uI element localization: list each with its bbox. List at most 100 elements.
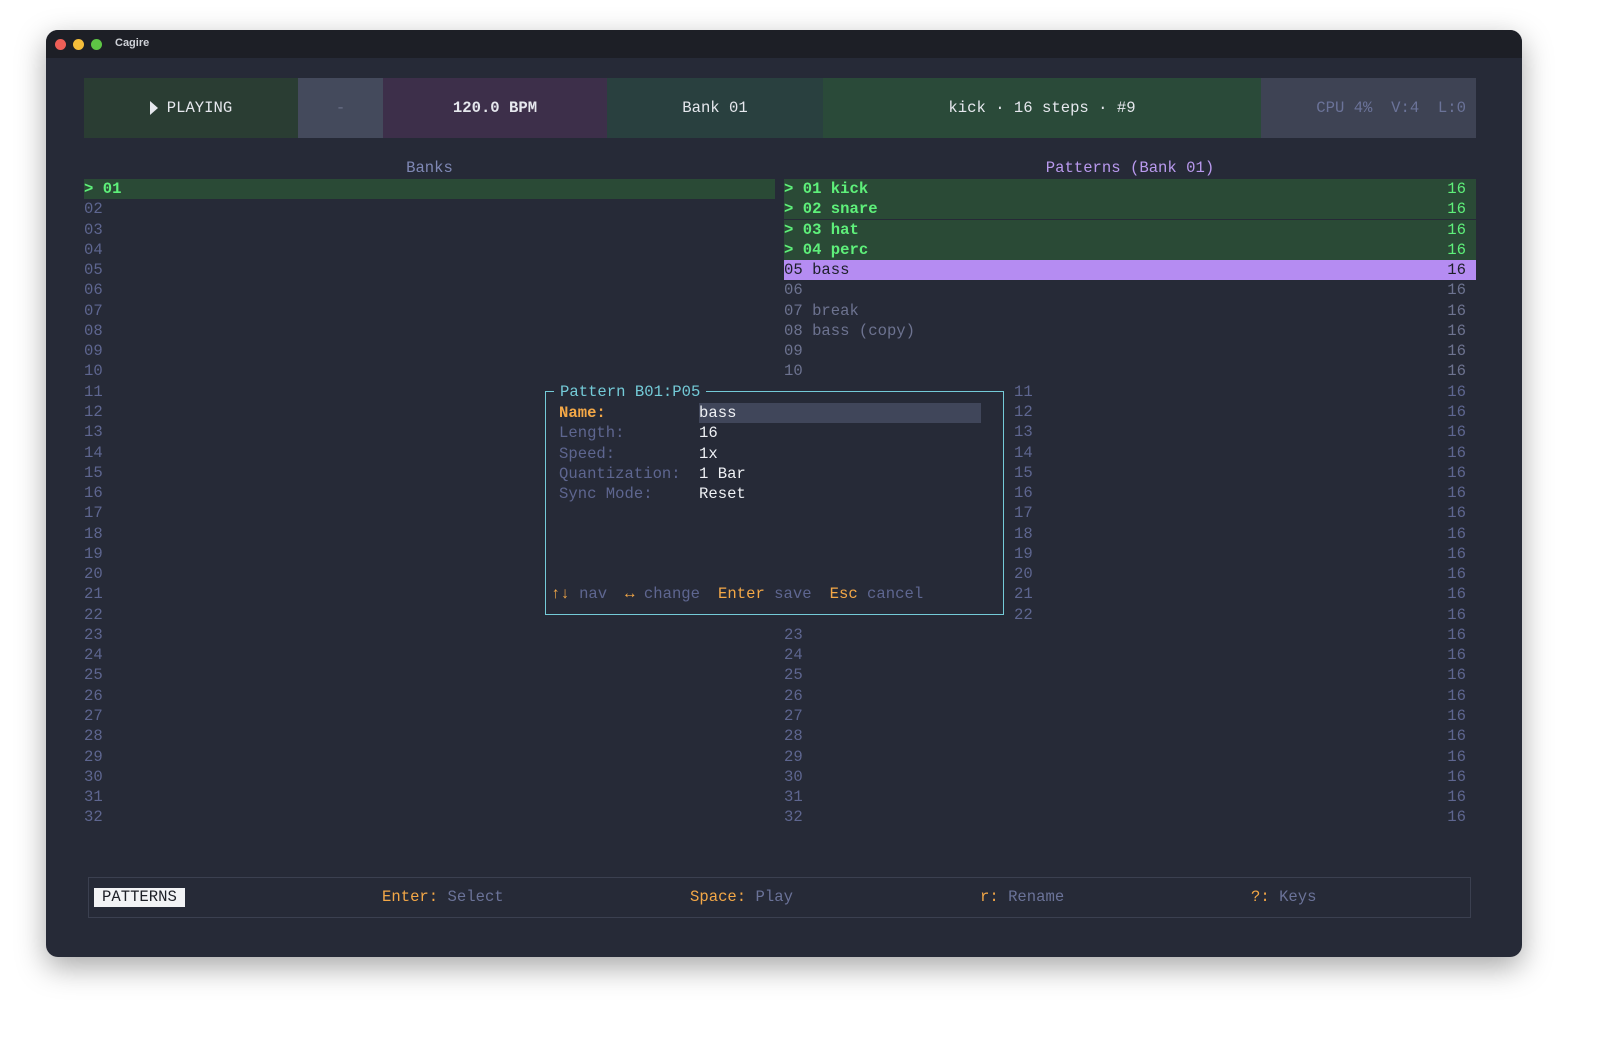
pattern-row[interactable]: 14 16: [784, 443, 1476, 463]
pattern-number: 13: [1014, 423, 1033, 442]
close-window-button[interactable]: [55, 39, 66, 50]
bank-row[interactable]: 19: [84, 544, 775, 564]
pattern-number: 25: [784, 666, 803, 685]
pattern-row[interactable]: 15 16: [784, 463, 1476, 483]
pattern-row[interactable]: 13 16: [784, 422, 1476, 442]
pattern-row[interactable]: 28 16: [784, 726, 1476, 746]
pattern-row[interactable]: 25 16: [784, 665, 1476, 685]
pattern-row[interactable]: 21 16: [784, 584, 1476, 604]
pattern-number: 08: [784, 321, 803, 340]
play-status[interactable]: PLAYING: [84, 78, 298, 138]
pattern-row[interactable]: 11 16: [784, 382, 1476, 402]
bank-row[interactable]: 13: [84, 422, 775, 442]
field-value[interactable]: 16: [699, 424, 718, 443]
bank-row[interactable]: 12: [84, 402, 775, 422]
bank-row[interactable]: 27: [84, 706, 775, 726]
bank-row[interactable]: 32: [84, 807, 775, 827]
pattern-row[interactable]: 05 bass 16: [784, 260, 1476, 281]
field-value[interactable]: bass: [699, 404, 737, 422]
pattern-row[interactable]: 12 16: [784, 402, 1476, 422]
bank-row[interactable]: 28: [84, 726, 775, 746]
pattern-row[interactable]: 23 16: [784, 625, 1476, 645]
pattern-row[interactable]: 27 16: [784, 706, 1476, 726]
bank-row[interactable]: 20: [84, 564, 775, 584]
pattern-row[interactable]: 18 16: [784, 524, 1476, 544]
bank-row[interactable]: 05: [84, 260, 775, 280]
pattern-length: 16: [1447, 382, 1466, 401]
pattern-row[interactable]: 16 16: [784, 483, 1476, 503]
pattern-row[interactable]: 19 16: [784, 544, 1476, 564]
bank-row[interactable]: 25: [84, 665, 775, 685]
pattern-number: 16: [1014, 484, 1033, 503]
pattern-row[interactable]: 10 16: [784, 361, 1476, 381]
pattern-edit-dialog: Pattern B01:P05 Name: bass Length: 16 Speed:…: [545, 382, 1004, 615]
pattern-length: 16: [1447, 281, 1466, 300]
bank-row[interactable]: 03: [84, 220, 775, 240]
pattern-row[interactable]: 26 16: [784, 686, 1476, 706]
pattern-number: 06: [784, 281, 803, 300]
pattern-row[interactable]: 30 16: [784, 767, 1476, 787]
bank-row[interactable]: 06: [84, 280, 775, 300]
bank-row[interactable]: 16: [84, 483, 775, 503]
bank-row[interactable]: 02: [84, 199, 775, 219]
bank-row[interactable]: 26: [84, 686, 775, 706]
bank-row[interactable]: 08: [84, 321, 775, 341]
pattern-row[interactable]: > 04 perc 16: [784, 239, 1476, 260]
bank-row[interactable]: 30: [84, 767, 775, 787]
hint-key: Esc: [829, 585, 858, 603]
bank-row[interactable]: 23: [84, 625, 775, 645]
bank-row[interactable]: 29: [84, 747, 775, 767]
field-value[interactable]: 1 Bar: [699, 464, 746, 483]
field-value[interactable]: 1x: [699, 444, 718, 463]
name-field-highlight: [699, 403, 981, 423]
pattern-row[interactable]: 17 16: [784, 503, 1476, 523]
pattern-name: bass: [802, 261, 850, 280]
pattern-row[interactable]: > 02 snare 16: [784, 199, 1476, 220]
bank-row[interactable]: 22: [84, 605, 775, 625]
field-label: Speed:: [559, 444, 616, 463]
footer-hint-action: Rename: [998, 888, 1065, 906]
minimize-window-button[interactable]: [73, 39, 84, 50]
bank-row[interactable]: 24: [84, 645, 775, 665]
footer-hint-action: Keys: [1269, 888, 1317, 906]
pattern-row[interactable]: 20 16: [784, 564, 1476, 584]
bank-number: 10: [84, 362, 103, 381]
zoom-window-button[interactable]: [91, 39, 102, 50]
bank-row[interactable]: 21: [84, 584, 775, 604]
bank-row[interactable]: > 01: [84, 179, 775, 199]
pattern-row[interactable]: 07 break 16: [784, 301, 1476, 321]
bank-row[interactable]: 07: [84, 301, 775, 321]
pattern-length: 16: [1447, 707, 1466, 726]
pattern-row[interactable]: 32 16: [784, 807, 1476, 827]
pattern-row[interactable]: 09 16: [784, 341, 1476, 361]
pattern-row[interactable]: 24 16: [784, 645, 1476, 665]
pattern-row[interactable]: 31 16: [784, 787, 1476, 807]
bank-row[interactable]: 11: [84, 382, 775, 402]
bank-row[interactable]: 31: [84, 787, 775, 807]
pattern-length: 16: [1447, 666, 1466, 685]
bank-row[interactable]: 18: [84, 524, 775, 544]
field-value[interactable]: Reset: [699, 485, 746, 504]
bank-row[interactable]: 04: [84, 240, 775, 260]
pattern-row[interactable]: > 01 kick 16: [784, 179, 1476, 199]
pattern-row[interactable]: 29 16: [784, 747, 1476, 767]
bank-row[interactable]: 17: [84, 503, 775, 523]
bank-number: 05: [84, 261, 103, 280]
pattern-number: 10: [784, 362, 803, 381]
bank-row[interactable]: 15: [84, 463, 775, 483]
bank-row[interactable]: 14: [84, 443, 775, 463]
bank-row[interactable]: 10: [84, 361, 775, 381]
title-bar: Cagire: [46, 30, 1522, 58]
bank-row[interactable]: 09: [84, 341, 775, 361]
hint-action: change: [634, 585, 701, 603]
pattern-name: bass (copy): [802, 321, 916, 340]
pattern-name: break: [802, 301, 859, 320]
footer-hint-action: Play: [746, 888, 793, 906]
bpm-display[interactable]: 120.0 BPM: [383, 78, 607, 138]
pattern-number: 01: [802, 180, 822, 198]
pattern-row[interactable]: 08 bass (copy) 16: [784, 321, 1476, 341]
pattern-number: 32: [784, 808, 803, 827]
pattern-row[interactable]: 22 16: [784, 605, 1476, 625]
pattern-row[interactable]: > 03 hat 16: [784, 219, 1476, 240]
pattern-row[interactable]: 06 16: [784, 280, 1476, 300]
